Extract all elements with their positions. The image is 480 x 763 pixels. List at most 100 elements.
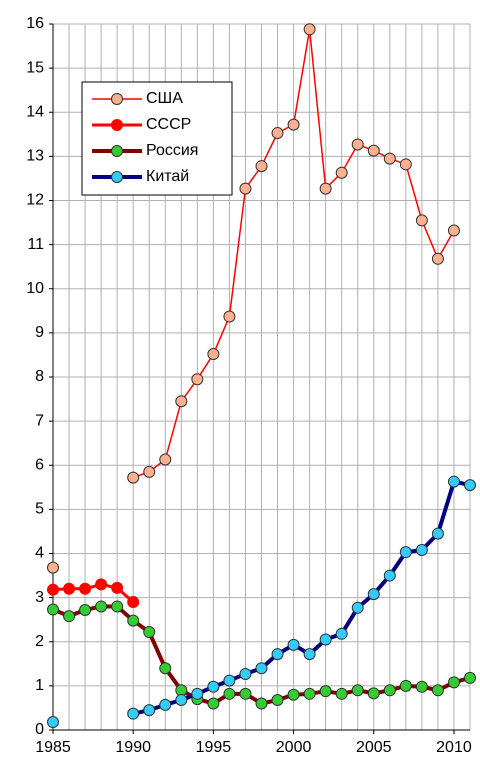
point (239, 182, 252, 195)
point (287, 118, 300, 131)
point (111, 581, 124, 594)
y-tick-label: 3 (35, 589, 44, 606)
point (255, 160, 268, 173)
point (175, 395, 188, 408)
series-line (132, 479, 471, 716)
point (303, 687, 316, 700)
point (255, 697, 268, 710)
x-tick-label: 1990 (115, 739, 151, 756)
y-tick-label: 14 (26, 103, 44, 120)
point (143, 465, 156, 478)
point (47, 583, 59, 596)
legend-marker (111, 93, 123, 105)
point (335, 166, 348, 179)
legend-label: СССР (146, 116, 191, 133)
point (367, 687, 380, 700)
legend-label: США (146, 90, 183, 107)
point (287, 688, 300, 701)
point (431, 527, 444, 540)
point (207, 680, 220, 693)
point (95, 600, 108, 613)
legend-marker (111, 119, 123, 131)
point (223, 310, 236, 323)
y-tick-label: 10 (26, 280, 44, 297)
point (367, 144, 380, 157)
y-tick-label: 2 (35, 633, 44, 650)
y-tick-label: 15 (26, 59, 44, 76)
point (255, 662, 268, 675)
y-tick-label: 6 (35, 456, 44, 473)
point (319, 633, 332, 646)
x-tick-label: 2005 (356, 739, 392, 756)
point (191, 687, 204, 700)
legend-marker (111, 171, 123, 183)
point (271, 648, 284, 661)
point (159, 453, 172, 466)
y-tick-label: 16 (26, 15, 44, 32)
point (95, 578, 108, 591)
point (383, 684, 396, 697)
point (47, 603, 59, 616)
point (47, 561, 59, 574)
y-tick-label: 13 (26, 148, 44, 165)
point (335, 627, 348, 640)
y-tick-label: 8 (35, 368, 44, 385)
point (207, 697, 220, 710)
point (207, 348, 220, 361)
legend: США СССР Россия Китай (81, 81, 233, 196)
point (415, 214, 428, 227)
y-tick-label: 4 (35, 545, 44, 562)
point (271, 693, 284, 706)
point (271, 126, 284, 139)
point (415, 543, 428, 556)
legend-marker (111, 145, 123, 157)
point (127, 614, 140, 627)
x-tick-label: 2000 (276, 739, 312, 756)
point (223, 687, 236, 700)
point (431, 252, 444, 265)
point (127, 707, 140, 720)
point (319, 685, 332, 698)
point (191, 373, 204, 386)
point (143, 704, 156, 717)
point (399, 679, 412, 692)
point (143, 626, 156, 639)
y-tick-label: 0 (35, 721, 44, 738)
x-tick-label: 2010 (436, 739, 472, 756)
point (464, 479, 476, 492)
y-tick-label: 7 (35, 412, 44, 429)
point (351, 138, 364, 151)
point (63, 582, 76, 595)
point (239, 687, 252, 700)
point (464, 671, 476, 684)
point (239, 667, 252, 680)
point (351, 684, 364, 697)
point (399, 158, 412, 171)
point (367, 588, 380, 601)
point (447, 224, 460, 237)
point (287, 638, 300, 651)
point (399, 546, 412, 559)
y-tick-label: 9 (35, 324, 44, 341)
legend-label: Россия (146, 142, 198, 159)
point (415, 680, 428, 693)
point (447, 475, 460, 488)
point (319, 182, 332, 195)
point (111, 600, 124, 613)
point (303, 23, 316, 36)
legend-label: Китай (146, 168, 189, 185)
point (47, 716, 59, 729)
point (303, 648, 316, 661)
y-tick-label: 1 (35, 677, 44, 694)
point (79, 603, 92, 616)
x-tick-label: 1985 (35, 739, 71, 756)
point (79, 582, 92, 595)
point (63, 610, 76, 623)
y-tick-label: 12 (26, 192, 44, 209)
point (383, 569, 396, 582)
point (127, 596, 140, 609)
point (447, 676, 460, 689)
y-tick-label: 5 (35, 501, 44, 518)
point (127, 471, 140, 484)
